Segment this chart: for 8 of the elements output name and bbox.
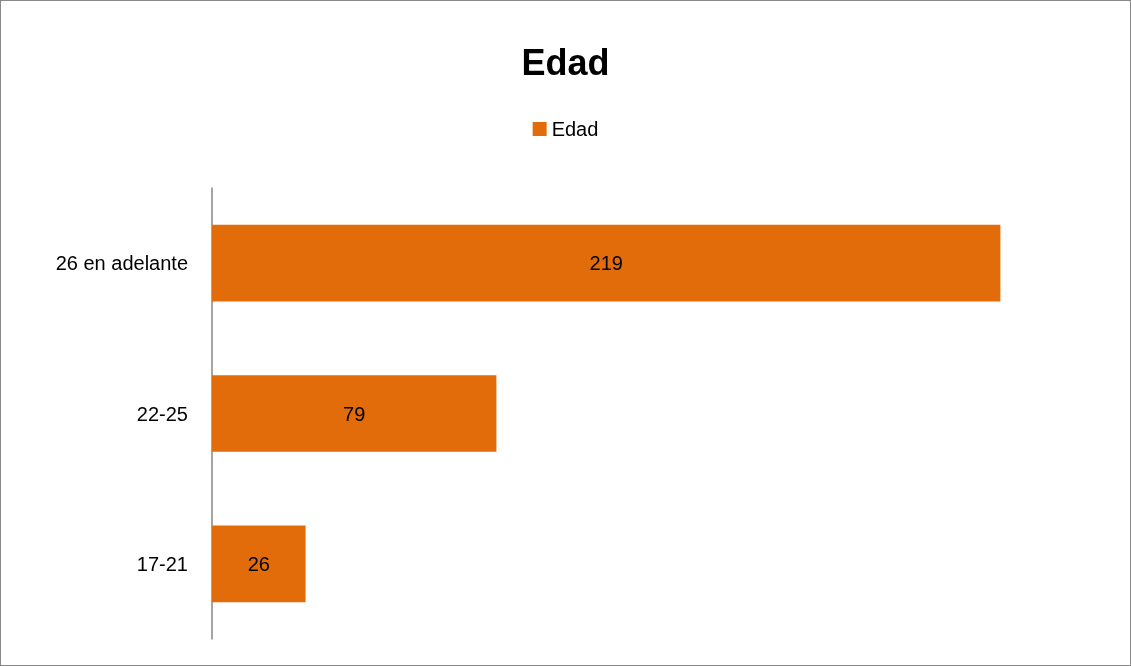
data-label: 219 — [589, 252, 623, 275]
y-tick-label: 17-21 — [136, 552, 188, 575]
y-tick-label: 26 en adelante — [55, 252, 188, 275]
y-tick-label: 22-25 — [136, 402, 188, 425]
data-label: 26 — [247, 552, 270, 575]
legend-label: Edad — [551, 118, 599, 140]
data-label: 79 — [343, 402, 366, 425]
chart-title: Edad — [521, 41, 610, 83]
